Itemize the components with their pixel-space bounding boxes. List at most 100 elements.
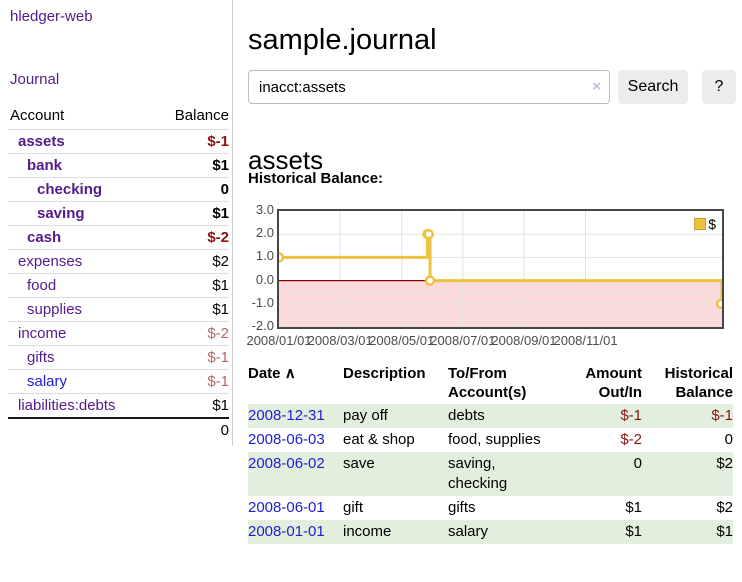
accounts-header-account: Account (10, 107, 65, 124)
account-row: assets $-1 (8, 129, 229, 154)
account-row: salary $-1 (8, 369, 229, 394)
accounts-cell: debts (448, 407, 485, 424)
accounts-cell: food, supplies (448, 431, 541, 448)
accounts-header-row: Account Balance (8, 104, 229, 130)
account-link[interactable]: cash (27, 229, 62, 246)
account-row: bank $1 (8, 153, 229, 178)
accounts-table: Account Balance assets $-1 bank $1 check… (8, 104, 229, 442)
help-button[interactable]: ? (702, 70, 736, 104)
account-balance: $-1 (207, 133, 229, 150)
date-link[interactable]: 2008-01-01 (248, 523, 325, 540)
date-link[interactable]: 2008-06-01 (248, 499, 325, 516)
description-cell: income (343, 523, 392, 540)
chart-legend: $ (694, 216, 716, 232)
account-balance: $1 (212, 397, 229, 414)
account-balance: $-1 (207, 349, 229, 366)
table-row: 2008-12-31 pay off debts $-1 $-1 (248, 404, 733, 428)
register-table: Date ∧ Description To/From Account(s) Am… (248, 362, 733, 544)
journal-link[interactable]: Journal (10, 71, 60, 88)
table-row: 2008-01-01 income salary $1 $1 (248, 520, 733, 544)
y-tick: 0.0 (255, 271, 274, 287)
account-row: checking 0 (8, 177, 229, 202)
accounts-total: 0 (8, 417, 229, 442)
account-link[interactable]: assets (18, 133, 65, 150)
date-link[interactable]: 2008-06-03 (248, 431, 325, 448)
account-row: liabilities:debts $1 (8, 393, 229, 419)
clear-icon[interactable]: × (592, 78, 601, 95)
account-balance: $-2 (207, 229, 229, 246)
account-row: income $-2 (8, 321, 229, 346)
sort-up-icon: ∧ (284, 365, 296, 382)
account-link[interactable]: gifts (27, 349, 55, 366)
account-balance: $-1 (207, 373, 229, 390)
accounts-total-row: 0 (8, 417, 229, 442)
description-cell: pay off (343, 407, 388, 424)
y-tick: -1.0 (251, 294, 274, 310)
x-tick: 2008/03/01 (307, 333, 373, 348)
amount-cell: $1 (625, 499, 642, 516)
chart-plot-area: $ (277, 209, 724, 329)
date-link[interactable]: 2008-12-31 (248, 407, 325, 424)
table-row: 2008-06-03 eat & shop food, supplies $-2… (248, 428, 733, 452)
account-balance: $1 (212, 301, 229, 318)
account-link[interactable]: income (18, 325, 67, 342)
balance-cell: 0 (724, 431, 733, 448)
register-header-accounts: To/From Account(s) (448, 365, 527, 401)
y-tick: 3.0 (255, 202, 274, 217)
account-row: food $1 (8, 273, 229, 298)
amount-cell: 0 (633, 455, 642, 472)
account-balance: $1 (212, 157, 229, 174)
account-row: saving $1 (8, 201, 229, 226)
account-balance: $1 (212, 205, 229, 222)
search-input[interactable] (248, 70, 610, 104)
balance-cell: $2 (716, 455, 733, 472)
x-tick: 2008/05/01 (369, 333, 435, 348)
page-title: sample.journal (248, 24, 437, 57)
account-link[interactable]: liabilities:debts (18, 397, 116, 414)
accounts-cell: gifts (448, 499, 476, 516)
register-header-date[interactable]: Date ∧ (248, 365, 296, 382)
register-header-balance: Historical Balance (664, 365, 733, 401)
account-link[interactable]: saving (37, 205, 85, 222)
app-title-link[interactable]: hledger-web (10, 8, 93, 25)
account-balance: $1 (212, 277, 229, 294)
description-cell: save (343, 455, 375, 472)
description-cell: gift (343, 499, 364, 516)
search-button[interactable]: Search (618, 70, 688, 104)
account-link[interactable]: expenses (18, 253, 83, 270)
table-row: 2008-06-02 save saving, checking 0 $2 (248, 452, 733, 496)
balance-cell: $2 (716, 499, 733, 516)
chart-heading: Historical Balance: (248, 170, 384, 187)
table-row: 2008-06-01 gift gifts $1 $2 (248, 496, 733, 520)
account-row: expenses $2 (8, 249, 229, 274)
account-row: gifts $-1 (8, 345, 229, 370)
account-link[interactable]: bank (27, 157, 63, 174)
account-balance: $2 (212, 253, 229, 270)
accounts-header-balance: Balance (174, 107, 229, 124)
account-link[interactable]: food (27, 277, 57, 294)
account-link[interactable]: salary (27, 373, 68, 390)
account-link[interactable]: supplies (27, 301, 83, 318)
accounts-cell: salary (448, 523, 489, 540)
account-row: supplies $1 (8, 297, 229, 322)
legend-label: $ (708, 216, 716, 232)
account-heading: assets (248, 144, 324, 175)
account-balance: 0 (220, 181, 229, 198)
y-tick: 2.0 (255, 225, 274, 241)
amount-cell: $-1 (620, 407, 642, 424)
accounts-cell: saving, checking (448, 455, 508, 492)
balance-cell: $1 (716, 523, 733, 540)
account-link[interactable]: checking (37, 181, 103, 198)
balance-chart: $ 3.0 2.0 1.0 0.0 -1.0 -2.0 2008/01/01 2008/03/… (246, 200, 742, 350)
y-tick: -2.0 (251, 318, 274, 333)
balance-cell: $-1 (711, 407, 733, 424)
sidebar: hledger-web Journal Account Balance asse… (0, 0, 233, 446)
register-header-description: Description (343, 365, 426, 382)
x-tick: 2008/07/01 (430, 333, 496, 348)
date-link[interactable]: 2008-06-02 (248, 455, 325, 472)
amount-cell: $1 (625, 523, 642, 540)
chart-series-svg (279, 211, 722, 327)
register-header-row: Date ∧ Description To/From Account(s) Am… (248, 362, 733, 404)
x-tick: 2008/01/01 (246, 333, 312, 348)
account-balance: $-2 (207, 325, 229, 342)
